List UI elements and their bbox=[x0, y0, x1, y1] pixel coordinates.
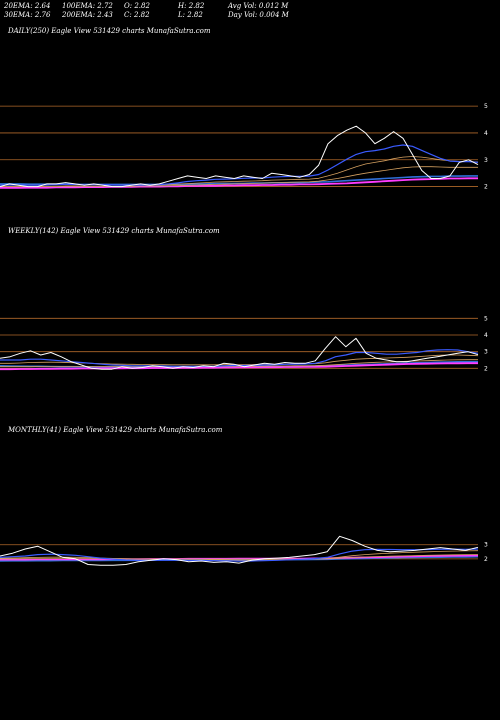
ema200-label: 200EMA: 2.43 bbox=[62, 11, 113, 19]
ema30-label: 30EMA: 2.76 bbox=[4, 11, 51, 19]
open-label: O: 2.82 bbox=[124, 2, 150, 10]
y-tick-label: 4 bbox=[484, 130, 488, 137]
ma-magenta-line bbox=[0, 177, 478, 189]
daily-chart: 5 4 3 2 bbox=[0, 103, 488, 191]
y-tick-label: 2 bbox=[484, 184, 488, 191]
daily-chart-title: DAILY(250) Eagle View 531429 charts Muna… bbox=[8, 27, 211, 35]
y-tick-label: 2 bbox=[484, 365, 488, 372]
y-tick-label: 3 bbox=[484, 157, 488, 164]
low-label: L: 2.82 bbox=[178, 11, 203, 19]
ema-mid-line bbox=[0, 156, 479, 186]
y-tick-label: 4 bbox=[484, 332, 488, 339]
high-label: H: 2.82 bbox=[178, 2, 205, 10]
y-tick-label: 5 bbox=[484, 103, 488, 110]
ema-mid-line bbox=[0, 550, 479, 561]
ema20-label: 20EMA: 2.64 bbox=[4, 2, 51, 10]
y-tick-label: 3 bbox=[484, 542, 488, 549]
avg-vol-label: Avg Vol: 0.012 M bbox=[228, 2, 289, 10]
weekly-chart: 5 4 3 2 bbox=[0, 315, 488, 372]
close-label: C: 2.82 bbox=[124, 11, 150, 19]
monthly-chart: 32 bbox=[0, 535, 488, 566]
price-line bbox=[0, 535, 479, 566]
ema100-label: 100EMA: 2.72 bbox=[62, 2, 113, 10]
y-tick-label: 2 bbox=[484, 556, 488, 563]
weekly-chart-title: WEEKLY(142) Eagle View 531429 charts Mun… bbox=[8, 227, 220, 235]
ema-long-line bbox=[0, 554, 479, 560]
ema-long-line bbox=[0, 166, 478, 187]
ema-short-line bbox=[0, 548, 479, 562]
y-tick-label: 5 bbox=[484, 315, 488, 322]
price-line bbox=[0, 125, 479, 188]
ma-magenta-line bbox=[0, 362, 478, 371]
price-line bbox=[0, 336, 479, 370]
y-tick-label: 3 bbox=[484, 349, 488, 356]
day-vol-label: Day Vol: 0.004 M bbox=[228, 11, 289, 19]
monthly-chart-title: MONTHLY(41) Eagle View 531429 charts Mun… bbox=[8, 426, 223, 434]
indicator-header: 20EMA: 2.64 100EMA: 2.72 O: 2.82 H: 2.82… bbox=[0, 0, 500, 22]
